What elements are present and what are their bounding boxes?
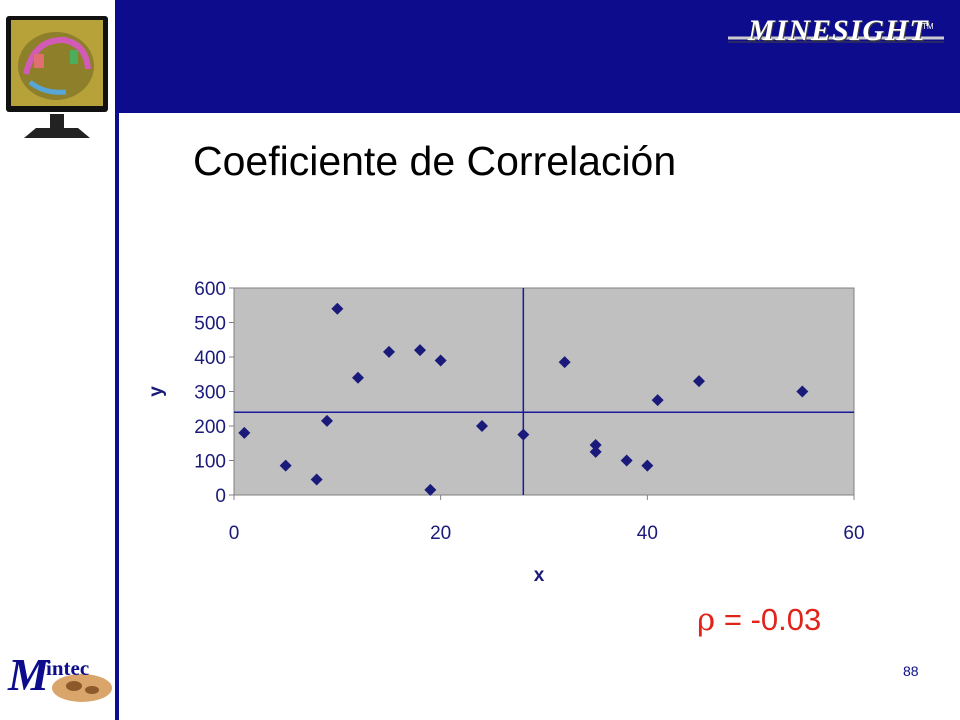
scatter-chart: 0 100 200 300 400 500 600 0 20 40 60 x y xyxy=(146,279,865,586)
page-title: Coeficiente de Correlación xyxy=(193,138,677,184)
data-point xyxy=(434,354,447,367)
data-point xyxy=(641,459,654,472)
x-tick-label: 20 xyxy=(430,523,451,544)
x-tick-label: 60 xyxy=(843,523,864,544)
x-tick-label: 40 xyxy=(637,523,658,544)
data-point xyxy=(321,414,333,427)
data-point xyxy=(238,426,251,439)
minesight-logo xyxy=(728,36,944,43)
x-tick-label: 0 xyxy=(229,523,240,544)
mintec-wordmark: intec xyxy=(46,656,90,680)
data-point xyxy=(352,371,364,384)
coefficient-value: = -0.03 xyxy=(715,602,822,637)
sidebar-divider xyxy=(115,0,119,720)
data-point xyxy=(796,385,809,398)
data-point xyxy=(693,375,705,388)
y-tick-label: 500 xyxy=(194,314,226,335)
data-point xyxy=(620,454,633,467)
plot-area xyxy=(233,287,855,496)
brand-name: MINESIGHT xyxy=(748,14,929,47)
monitor-icon xyxy=(6,16,108,138)
x-axis-label: x xyxy=(534,565,545,586)
y-tick-label: 200 xyxy=(194,417,226,438)
data-point xyxy=(279,459,292,472)
data-point xyxy=(310,473,323,486)
data-point xyxy=(424,483,437,496)
data-point xyxy=(331,302,344,315)
y-tick-label: 600 xyxy=(194,279,226,300)
y-tick-label: 400 xyxy=(194,348,226,369)
data-point xyxy=(476,420,488,432)
brand-trademark: TM xyxy=(922,22,934,31)
data-point xyxy=(589,445,602,458)
y-axis-label: y xyxy=(146,386,167,397)
page-number: 88 xyxy=(903,663,919,679)
data-point xyxy=(517,428,530,441)
mintec-initial: M xyxy=(7,649,51,700)
y-tick-label: 100 xyxy=(194,452,226,473)
data-point xyxy=(414,344,426,357)
data-point xyxy=(589,438,602,451)
data-point xyxy=(383,345,395,358)
y-tick-label: 0 xyxy=(215,486,226,507)
y-tick-label: 300 xyxy=(194,383,226,404)
mintec-logo: M xyxy=(7,649,112,702)
data-point xyxy=(558,356,571,369)
header-band xyxy=(119,0,960,113)
rho-symbol: ρ xyxy=(697,602,716,638)
data-point xyxy=(651,394,664,407)
correlation-coefficient: ρ = -0.03 xyxy=(697,602,821,638)
